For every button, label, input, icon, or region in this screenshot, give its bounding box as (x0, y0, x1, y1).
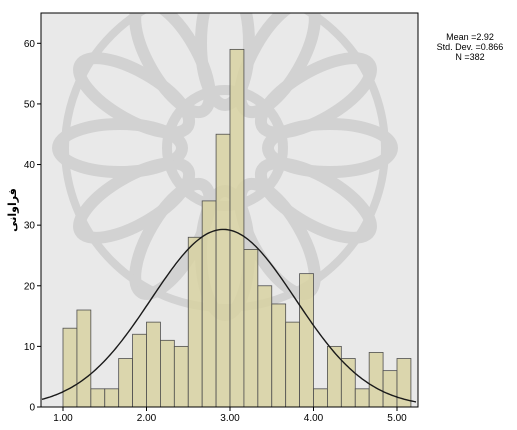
histogram-bar (382, 370, 398, 408)
normal-curve (41, 228, 417, 403)
watermark-petal (234, 13, 321, 119)
stat-n: N =382 (455, 52, 484, 62)
histogram-bar (368, 352, 384, 408)
watermark-petal (73, 157, 196, 244)
histogram-bar (173, 345, 189, 408)
histogram-bar (118, 358, 133, 408)
histogram-bars (62, 48, 412, 408)
histogram-bar (313, 388, 328, 408)
y-tick-label: 50 (24, 99, 36, 110)
histogram-bar (104, 388, 120, 408)
y-tick-label: 0 (29, 403, 35, 414)
histogram-bar (271, 303, 287, 408)
watermark-petal (52, 118, 188, 178)
y-tick-label: 30 (24, 221, 36, 232)
y-axis-ticks: 0 10 20 30 40 50 60 (24, 39, 41, 414)
histogram-bar (215, 133, 231, 408)
y-tick-label: 20 (24, 281, 36, 292)
stat-mean: Mean =2.92 (446, 32, 494, 42)
histogram-bar (132, 333, 147, 408)
watermark-petal (195, 13, 255, 111)
histogram-bar (76, 309, 92, 408)
histogram-bar (187, 236, 203, 408)
histogram-bar (146, 321, 161, 408)
histogram-bar (62, 327, 78, 408)
watermark-petal (254, 157, 377, 244)
y-tick-label: 10 (24, 342, 36, 353)
x-tick-label: 5.00 (387, 413, 407, 424)
watermark-petal (73, 52, 196, 139)
x-tick-label: 1.00 (53, 413, 73, 424)
watermark-petal (129, 13, 216, 119)
histogram-bar (354, 388, 370, 408)
histogram-bar (285, 321, 300, 408)
histogram-bar (160, 339, 175, 408)
stat-std-dev: Std. Dev. =0.866 (437, 42, 504, 52)
histogram-bar (340, 358, 356, 408)
watermark-petal (262, 118, 398, 178)
histogram-bar (229, 48, 245, 408)
y-tick-label: 40 (24, 160, 36, 171)
x-tick-label: 3.00 (220, 413, 240, 424)
x-tick-label: 2.00 (137, 413, 157, 424)
histogram-bar (90, 388, 106, 408)
y-tick-label: 60 (24, 39, 36, 50)
y-axis-label: فراوانی (7, 188, 19, 232)
histogram-bar (201, 200, 217, 408)
histogram-bar (327, 345, 342, 408)
histogram-bar (243, 248, 259, 408)
x-axis-ticks: 1.00 2.00 3.00 4.00 5.00 (53, 407, 407, 424)
histogram-bar (257, 285, 273, 408)
x-tick-label: 4.00 (304, 413, 324, 424)
histogram-bar (299, 273, 314, 408)
watermark-petal (254, 52, 377, 139)
